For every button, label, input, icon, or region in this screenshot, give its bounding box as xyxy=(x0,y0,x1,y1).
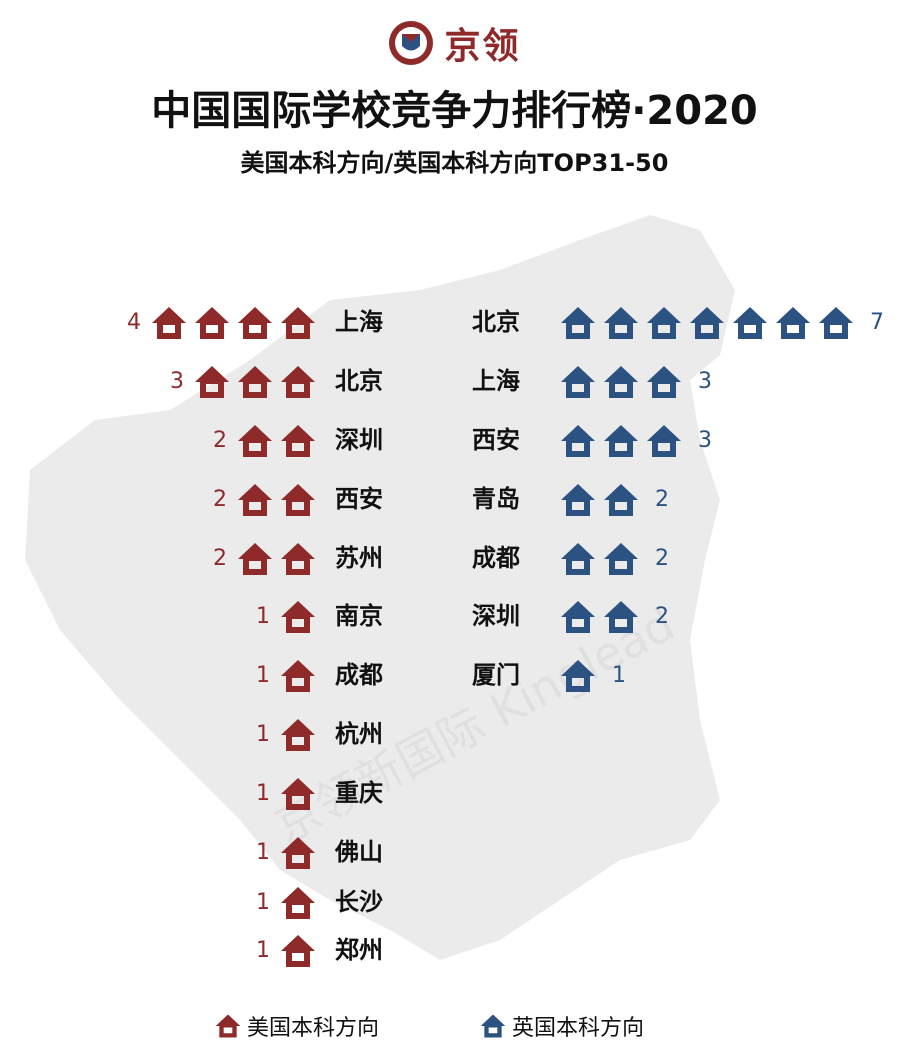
us-value-label: 1 xyxy=(256,840,270,865)
us-value-label: 2 xyxy=(213,487,227,512)
school-house-icon xyxy=(647,425,681,457)
school-house-icon xyxy=(561,307,595,339)
school-house-icon xyxy=(776,307,810,339)
school-house-icon xyxy=(561,660,595,692)
school-house-icon xyxy=(281,660,315,692)
us-value-label: 1 xyxy=(256,890,270,915)
uk-value-label: 1 xyxy=(612,663,626,688)
school-house-icon xyxy=(647,366,681,398)
school-house-icon xyxy=(647,307,681,339)
us-city-label: 重庆 xyxy=(335,779,383,807)
school-house-icon xyxy=(819,307,853,339)
us-city-label: 佛山 xyxy=(334,838,383,866)
school-house-icon xyxy=(561,601,595,633)
school-house-icon xyxy=(281,887,315,919)
us-value-label: 2 xyxy=(213,428,227,453)
school-house-icon xyxy=(215,1014,241,1038)
kinglead-shield-icon xyxy=(389,21,434,65)
uk-city-label: 西安 xyxy=(472,426,520,454)
school-house-icon xyxy=(281,935,315,967)
school-house-icon xyxy=(281,425,315,457)
chart-legend: 美国本科方向 英国本科方向 xyxy=(0,1010,909,1044)
legend-label-uk: 英国本科方向 xyxy=(512,1016,645,1041)
school-house-icon xyxy=(281,778,315,810)
uk-value-label: 2 xyxy=(655,546,669,571)
uk-city-label: 厦门 xyxy=(472,661,520,689)
us-value-label: 2 xyxy=(213,546,227,571)
school-house-icon xyxy=(561,484,595,516)
us-value-label: 1 xyxy=(256,781,270,806)
page-title: 中国国际学校竞争力排行榜·2020 xyxy=(151,88,758,134)
school-house-icon xyxy=(281,307,315,339)
us-city-label: 长沙 xyxy=(335,888,383,916)
uk-value-label: 2 xyxy=(655,604,669,629)
us-city-label: 北京 xyxy=(335,367,383,395)
school-house-icon xyxy=(238,425,272,457)
school-house-icon xyxy=(238,484,272,516)
brand-header: 京领 xyxy=(0,18,909,68)
uk-city-label: 深圳 xyxy=(472,602,520,630)
school-house-icon xyxy=(604,484,638,516)
legend-item-us: 美国本科方向 xyxy=(215,1010,379,1042)
uk-value-label: 2 xyxy=(655,487,669,512)
us-value-label: 1 xyxy=(256,663,270,688)
brand-name: 京领 xyxy=(444,26,521,67)
school-house-icon xyxy=(281,366,315,398)
uk-city-label: 成都 xyxy=(472,544,520,572)
school-house-icon xyxy=(733,307,767,339)
school-house-icon xyxy=(604,307,638,339)
us-value-label: 3 xyxy=(170,369,184,394)
us-value-label: 1 xyxy=(256,722,270,747)
school-house-icon xyxy=(561,425,595,457)
page-subtitle: 美国本科方向/英国本科方向TOP31-50 xyxy=(240,149,669,177)
us-value-label: 1 xyxy=(256,938,270,963)
school-house-icon xyxy=(281,543,315,575)
school-house-icon xyxy=(281,837,315,869)
legend-label-us: 美国本科方向 xyxy=(247,1016,380,1041)
school-house-icon xyxy=(604,543,638,575)
legend-item-uk: 英国本科方向 xyxy=(480,1010,644,1042)
uk-city-label: 青岛 xyxy=(472,485,520,513)
us-city-label: 郑州 xyxy=(335,936,383,964)
school-house-icon xyxy=(604,425,638,457)
school-house-icon xyxy=(480,1014,506,1038)
school-house-icon xyxy=(281,719,315,751)
us-city-label: 深圳 xyxy=(335,426,383,454)
school-house-icon xyxy=(238,366,272,398)
school-house-icon xyxy=(152,307,186,339)
us-city-label: 南京 xyxy=(335,602,383,630)
school-house-icon xyxy=(238,543,272,575)
school-house-icon xyxy=(195,307,229,339)
school-house-icon xyxy=(238,307,272,339)
map-silhouette xyxy=(25,215,735,960)
uk-value-label: 7 xyxy=(870,310,884,335)
uk-city-label: 北京 xyxy=(472,308,520,336)
school-house-icon xyxy=(690,307,724,339)
us-city-label: 西安 xyxy=(335,485,383,513)
school-house-icon xyxy=(561,366,595,398)
school-house-icon xyxy=(604,601,638,633)
uk-value-label: 3 xyxy=(698,369,712,394)
school-house-icon xyxy=(195,366,229,398)
school-house-icon xyxy=(281,484,315,516)
us-city-label: 成都 xyxy=(335,661,383,689)
school-house-icon xyxy=(281,601,315,633)
us-city-label: 苏州 xyxy=(335,544,383,572)
us-city-label: 上海 xyxy=(335,308,383,336)
us-city-label: 杭州 xyxy=(335,720,383,748)
school-house-icon xyxy=(561,543,595,575)
us-value-label: 1 xyxy=(256,604,270,629)
uk-city-label: 上海 xyxy=(472,367,520,395)
school-house-icon xyxy=(604,366,638,398)
us-value-label: 4 xyxy=(127,310,141,335)
uk-value-label: 3 xyxy=(698,428,712,453)
